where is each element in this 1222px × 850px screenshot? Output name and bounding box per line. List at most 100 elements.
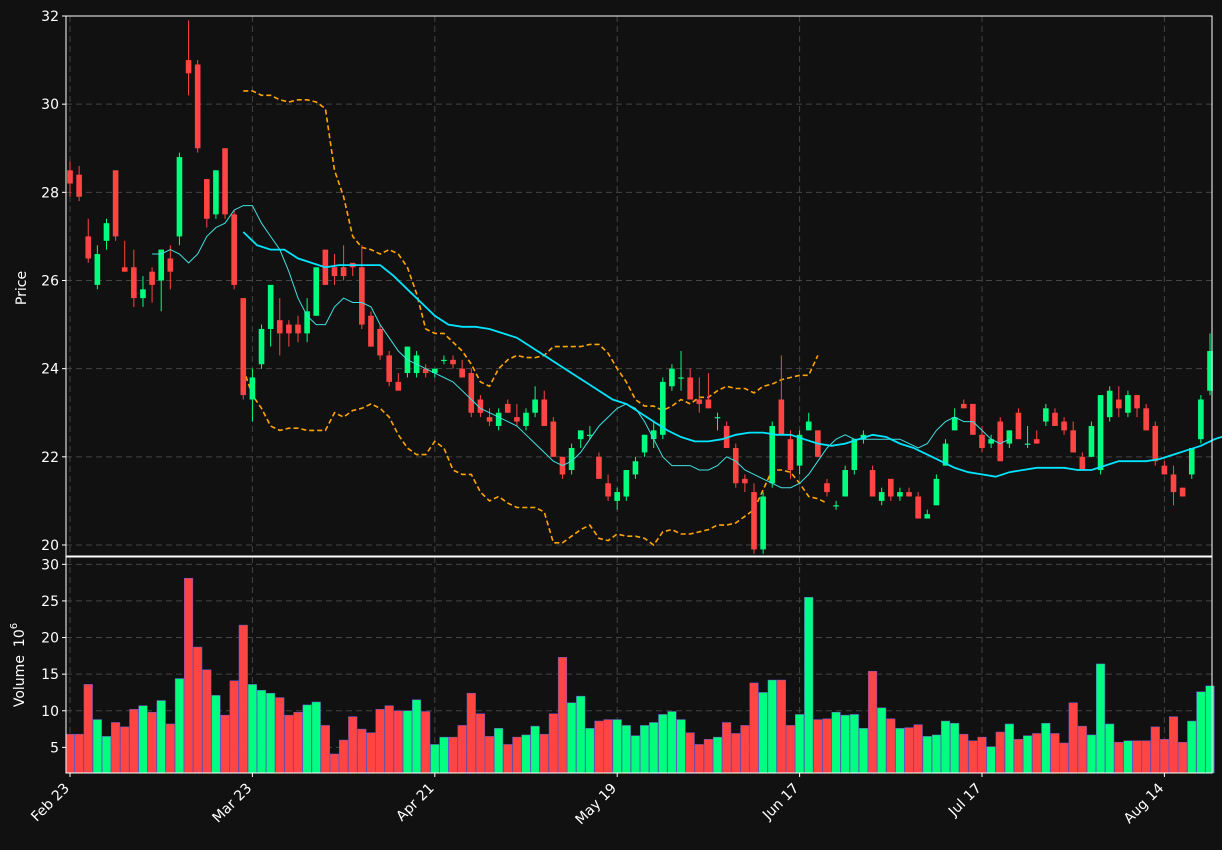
candle-up bbox=[577, 430, 584, 448]
volume-bar-up bbox=[101, 736, 112, 774]
candle-down bbox=[751, 483, 757, 554]
volume-tick-label: 30 bbox=[41, 557, 59, 573]
volume-bar-up bbox=[247, 684, 257, 774]
volume-bar-down bbox=[1013, 739, 1024, 774]
candle-up bbox=[1088, 421, 1095, 457]
candle-body bbox=[878, 492, 885, 501]
candle-body bbox=[906, 492, 912, 497]
volume-bar-down bbox=[348, 716, 358, 774]
volume-bars bbox=[65, 577, 1215, 774]
volume-bar-up bbox=[795, 714, 805, 774]
candle-body bbox=[632, 461, 639, 475]
volume-bar-down bbox=[813, 719, 823, 774]
candle-body bbox=[824, 483, 830, 493]
volume-bar-up bbox=[530, 725, 540, 774]
candle-body bbox=[751, 492, 757, 550]
long-moving-average-line bbox=[242, 231, 1222, 478]
candle-body bbox=[732, 448, 739, 484]
volume-bar-down bbox=[165, 723, 175, 774]
candle-down bbox=[705, 373, 712, 409]
volume-bar-up bbox=[156, 700, 166, 774]
volume-bar-up bbox=[940, 720, 951, 774]
volume-bar-down bbox=[1068, 702, 1078, 774]
candle-body bbox=[1134, 395, 1140, 409]
candle-body bbox=[286, 324, 292, 334]
candle-down bbox=[240, 298, 247, 400]
volume-axis-label-text: Volume bbox=[12, 655, 28, 707]
volume-bar-down bbox=[503, 744, 513, 774]
volume-bar-down bbox=[776, 679, 786, 774]
candle-down bbox=[514, 403, 520, 426]
candle-body bbox=[167, 258, 174, 272]
candle-down bbox=[960, 399, 967, 409]
volume-bar-up bbox=[302, 704, 312, 774]
candle-body bbox=[432, 368, 438, 374]
candle-up bbox=[897, 487, 903, 501]
volume-bar-up bbox=[667, 711, 677, 774]
volume-bar-down bbox=[1178, 741, 1188, 774]
volume-bar-down bbox=[475, 713, 485, 774]
volume-bar-down bbox=[65, 733, 75, 774]
volume-bar-down bbox=[731, 733, 741, 774]
candle-up bbox=[1125, 390, 1131, 418]
volume-bar-up bbox=[804, 597, 814, 774]
candle-body bbox=[696, 399, 703, 404]
candle-up bbox=[842, 465, 848, 497]
candle-down bbox=[1170, 465, 1177, 506]
volume-bar-down bbox=[375, 709, 385, 774]
volume-bar-down bbox=[868, 670, 878, 774]
volume-bar-down bbox=[904, 727, 914, 774]
volume-bar-up bbox=[922, 736, 932, 774]
candle-up bbox=[304, 298, 310, 343]
volume-bar-up bbox=[612, 719, 622, 774]
moving-averages bbox=[152, 205, 1222, 489]
candle-body bbox=[359, 267, 365, 325]
candle-up bbox=[176, 152, 183, 246]
candle-down bbox=[696, 377, 703, 413]
candle-body bbox=[468, 373, 475, 413]
candle-up bbox=[924, 509, 931, 519]
candle-up bbox=[495, 408, 502, 431]
volume-bar-down bbox=[1159, 739, 1169, 774]
volume-bar-down bbox=[703, 739, 713, 774]
volume-bar-up bbox=[138, 705, 148, 774]
candle-body bbox=[1188, 448, 1195, 475]
candle-body bbox=[1061, 421, 1067, 431]
candle-body bbox=[76, 174, 82, 197]
candle-body bbox=[869, 470, 876, 497]
volume-bar-up bbox=[621, 725, 631, 774]
volume-bar-up bbox=[640, 725, 650, 774]
candle-up bbox=[1198, 395, 1204, 444]
candle-down bbox=[468, 368, 475, 418]
volume-bar-up bbox=[831, 711, 841, 774]
volume-bar-down bbox=[339, 739, 349, 774]
candle-body bbox=[395, 381, 402, 391]
candle-down bbox=[185, 20, 192, 96]
volume-bar-down bbox=[968, 740, 978, 774]
candle-body bbox=[158, 249, 164, 281]
volume-bar-down bbox=[366, 732, 376, 774]
candle-body bbox=[486, 417, 493, 422]
candle-body bbox=[714, 417, 721, 419]
candle-body bbox=[924, 514, 931, 519]
volume-bar-down bbox=[886, 718, 896, 774]
price-tick-label: 22 bbox=[41, 450, 59, 466]
candle-up bbox=[1097, 395, 1104, 475]
volume-bar-up bbox=[521, 734, 531, 774]
candle-down bbox=[550, 417, 557, 457]
volume-panel-frame bbox=[65, 556, 1213, 774]
volume-bar-down bbox=[220, 714, 230, 774]
volume-bar-up bbox=[712, 736, 723, 774]
candle-up bbox=[258, 324, 265, 369]
candle-body bbox=[1097, 395, 1104, 471]
volume-bar-down bbox=[977, 736, 987, 774]
volume-bar-down bbox=[448, 736, 458, 774]
candle-up bbox=[1043, 403, 1049, 426]
candle-body bbox=[778, 399, 785, 435]
candle-up bbox=[988, 434, 994, 448]
volume-bar-up bbox=[877, 707, 887, 774]
volume-bar-up bbox=[986, 746, 996, 774]
candle-down bbox=[888, 478, 894, 501]
price-panel-frame bbox=[65, 15, 1213, 557]
